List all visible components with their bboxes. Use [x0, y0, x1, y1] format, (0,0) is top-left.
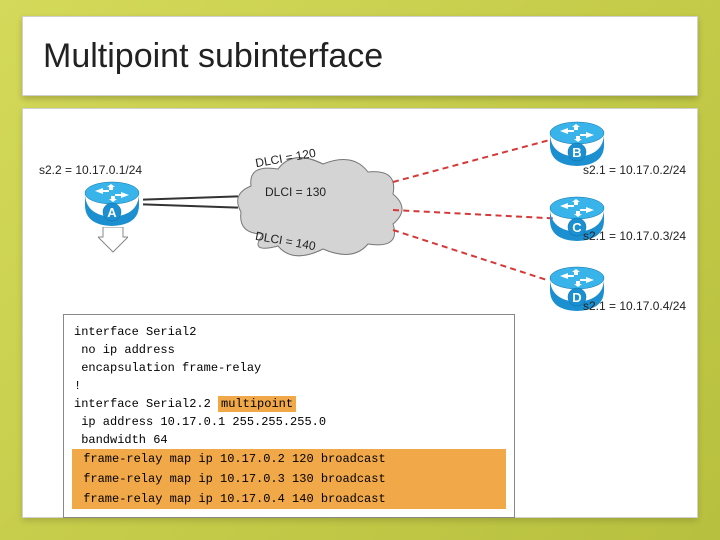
- config-line-highlight: frame-relay map ip 10.17.0.4 140 broadca…: [72, 489, 506, 509]
- frame-relay-cloud: [233, 154, 408, 264]
- ip-label: s2.1 = 10.17.0.4/24: [583, 299, 686, 313]
- config-block: interface Serial2 no ip address encapsul…: [63, 314, 515, 518]
- dashed-link: [393, 140, 548, 183]
- config-line: interface Serial2.2 multipoint: [64, 395, 514, 413]
- config-line: no ip address: [64, 341, 514, 359]
- svg-text:C: C: [572, 220, 582, 235]
- dlci-label: DLCI = 130: [265, 185, 326, 199]
- arrow-down-icon: [98, 227, 128, 255]
- config-line-highlight: frame-relay map ip 10.17.0.3 130 broadca…: [72, 469, 506, 489]
- title-box: Multipoint subinterface: [22, 16, 698, 96]
- solid-link: [143, 203, 238, 208]
- dashed-link: [393, 209, 553, 219]
- router-b: B: [548, 119, 606, 167]
- router-a: A: [83, 179, 141, 227]
- config-line: bandwidth 64: [64, 431, 514, 449]
- network-diagram: A B C D s2.2 = 10.17.0.1/24 s2.1 = 10.17.…: [23, 109, 697, 517]
- config-line-highlight: frame-relay map ip 10.17.0.2 120 broadca…: [72, 449, 506, 469]
- config-line: !: [64, 377, 514, 395]
- ip-label: s2.2 = 10.17.0.1/24: [39, 163, 142, 177]
- svg-text:B: B: [572, 145, 581, 160]
- svg-text:D: D: [572, 290, 581, 305]
- svg-text:A: A: [107, 205, 117, 220]
- ip-label: s2.1 = 10.17.0.2/24: [583, 163, 686, 177]
- config-line: interface Serial2: [64, 323, 514, 341]
- slide-title: Multipoint subinterface: [43, 37, 383, 76]
- config-line: encapsulation frame-relay: [64, 359, 514, 377]
- content-panel: A B C D s2.2 = 10.17.0.1/24 s2.1 = 10.17.…: [22, 108, 698, 518]
- solid-link: [143, 195, 238, 200]
- dashed-link: [393, 229, 546, 280]
- config-line: ip address 10.17.0.1 255.255.255.0: [64, 413, 514, 431]
- ip-label: s2.1 = 10.17.0.3/24: [583, 229, 686, 243]
